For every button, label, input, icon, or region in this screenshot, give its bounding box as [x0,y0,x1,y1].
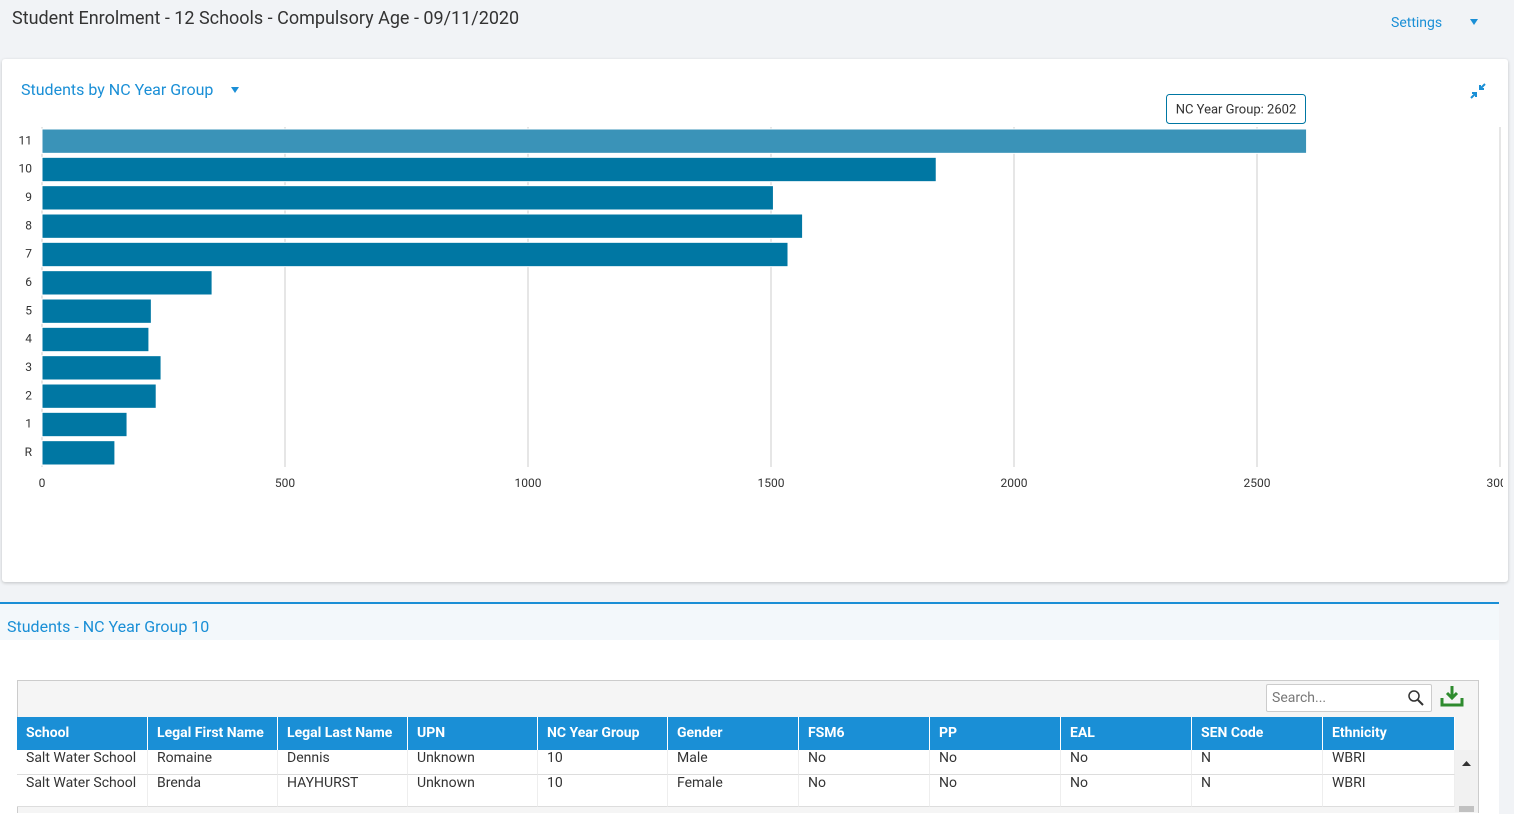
y-tick-label: 7 [25,247,32,261]
bar [41,355,162,381]
column-header[interactable]: Legal Last Name [278,717,408,750]
y-tick-label: 10 [19,162,33,176]
table-cell: Unknown [408,750,538,775]
y-tick-label: 4 [25,332,32,346]
y-tick-label: 11 [19,133,33,147]
column-header[interactable]: Legal First Name [148,717,278,750]
table-cell: No [1061,775,1192,807]
table-cell: Romaine [148,750,278,775]
chart: 0 500 1000 1500 2000 2500 3000 11 10 9 8 7 6 5 4 3 2 1 R N… [19,94,1514,490]
x-tick-label: 1500 [758,476,785,490]
table-cell: Dennis [278,750,408,775]
table-cell: N [1192,775,1323,807]
table-cell: Brenda [148,775,278,807]
settings-link[interactable]: Settings [1391,15,1443,31]
table-cell: WBRI [1323,750,1455,775]
bar [41,270,213,296]
download-icon[interactable] [1440,684,1464,708]
table-cell: No [799,750,930,775]
table-cell: No [1061,750,1192,775]
y-tick-label: R [25,445,33,459]
x-tick-label: 3000 [1487,476,1514,490]
column-header[interactable]: PP [930,717,1061,750]
table-cell: Unknown [408,775,538,807]
bar [41,156,937,183]
column-header[interactable]: SEN Code [1192,717,1323,750]
bar [41,213,804,239]
detail-title: Students - NC Year Group 10 [7,617,210,636]
scrollbar[interactable] [1455,750,1478,812]
bar [41,383,157,409]
chart-caret[interactable] [229,84,241,96]
table-cell: Salt Water School [17,750,148,775]
table-cell: N [1192,750,1323,775]
tooltip: NC Year Group: 2602 [1176,102,1297,117]
y-tick-label: 8 [25,218,32,232]
bar [41,440,116,466]
bar [41,298,152,324]
bar [41,241,789,268]
column-header[interactable]: Ethnicity [1323,717,1455,750]
table-cell: Female [668,775,799,807]
x-tick-label: 0 [39,476,46,490]
search-box[interactable]: Search... [1266,684,1432,712]
bar [41,185,774,211]
table-cell: No [799,775,930,807]
column-header[interactable]: EAL [1061,717,1192,750]
chart-title[interactable]: Students by NC Year Group [21,80,214,99]
collapse-icon[interactable] [1469,82,1487,100]
column-header[interactable]: Gender [668,717,799,750]
detail-header: Students - NC Year Group 10 [0,604,1499,640]
x-tick-label: 1000 [515,476,542,490]
table-cell: Salt Water School [17,775,148,807]
table-cell: WBRI [1323,775,1455,807]
search-icon [1408,690,1424,706]
search-placeholder: Search... [1272,690,1327,706]
column-header[interactable]: School [17,717,148,750]
page-title: Student Enrolment - 12 Schools - Compuls… [12,8,520,29]
y-tick-label: 1 [25,417,32,431]
x-tick-label: 2500 [1244,476,1271,490]
bar [41,411,128,438]
settings-caret[interactable] [1468,16,1480,28]
column-header[interactable]: NC Year Group [538,717,668,750]
x-tick-label: 500 [275,476,295,490]
table-cell: No [930,750,1061,775]
table-cell: No [930,775,1061,807]
scroll-thumb[interactable] [1459,806,1474,812]
table-cell: 10 [538,775,668,807]
y-tick-label: 6 [25,275,32,289]
bar [41,326,150,353]
y-tick-label: 9 [25,190,32,204]
table-cell: 10 [538,750,668,775]
table-cell: Male [668,750,799,775]
y-tick-label: 3 [25,360,32,374]
tooltip-box [1166,94,1306,124]
table-cell: HAYHURST [278,775,408,807]
y-tick-label: 5 [25,303,32,317]
bar [41,128,1308,154]
column-header[interactable]: UPN [408,717,538,750]
column-header[interactable]: FSM6 [799,717,930,750]
y-tick-label: 2 [25,388,32,402]
scroll-up[interactable] [1455,750,1478,780]
x-tick-label: 2000 [1001,476,1028,490]
